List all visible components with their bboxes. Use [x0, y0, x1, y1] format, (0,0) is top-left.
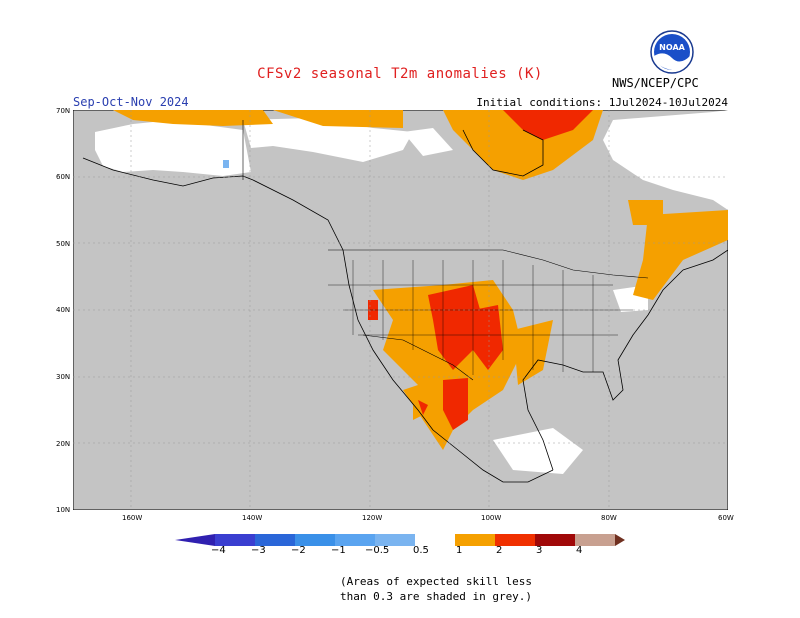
hudson-red — [503, 110, 593, 140]
quebec-orange — [633, 210, 728, 300]
colorbar-label: 4 — [576, 545, 583, 556]
lat-label-20n: 20N — [56, 440, 71, 448]
central-canada-white — [403, 128, 453, 156]
southwest-red-2 — [473, 305, 503, 370]
lat-label-50n: 50N — [56, 240, 71, 248]
hudson-bay — [462, 129, 544, 177]
colorbar-label: −4 — [211, 545, 226, 556]
noaa-logo: NOAA — [650, 30, 694, 74]
noaa-logo-text: NOAA — [659, 43, 685, 52]
skill-footnote: (Areas of expected skill less than 0.3 a… — [340, 574, 560, 604]
footnote-line-2: than 0.3 are shaded in grey.) — [340, 590, 533, 603]
pacific-coast — [252, 179, 554, 483]
colorbar-label: −0.5 — [365, 545, 390, 556]
southwest-red-1 — [428, 285, 483, 370]
colorbar-label: −2 — [291, 545, 306, 556]
greenland-white — [603, 110, 728, 210]
mexico-orange — [403, 380, 453, 450]
political-borders — [242, 120, 649, 381]
colorbar-label: 0.5 — [413, 545, 429, 556]
colorbar-swatch — [575, 534, 615, 546]
lon-label-120w: 120W — [362, 514, 383, 522]
colorbar-swatch — [495, 534, 535, 546]
lon-label-60w: 60W — [718, 514, 734, 522]
lon-label-160w: 160W — [122, 514, 143, 522]
colorbar-arrow-right — [615, 534, 625, 546]
mexico-red — [443, 378, 468, 430]
colorbar-swatch — [215, 534, 255, 546]
alaska-white — [95, 120, 251, 176]
colorbar-label: −3 — [251, 545, 266, 556]
baja-red — [418, 400, 428, 415]
colorbar-label: 3 — [536, 545, 543, 556]
colorbar-label: 1 — [456, 545, 463, 556]
north-alaska-orange — [113, 110, 273, 126]
colorbar-swatch — [255, 534, 295, 546]
caribbean-white — [493, 428, 583, 474]
graticule — [73, 110, 728, 510]
lat-label-10n: 10N — [56, 506, 71, 514]
agency-label: NWS/NCEP/CPC — [612, 76, 699, 90]
lon-label-100w: 100W — [481, 514, 502, 522]
lat-label-30n: 30N — [56, 373, 71, 381]
footnote-line-1: (Areas of expected skill less — [340, 575, 533, 588]
gulf-coast — [522, 269, 684, 471]
colorbar-swatch — [295, 534, 335, 546]
lat-label-60n: 60N — [56, 173, 71, 181]
lon-label-80w: 80W — [601, 514, 617, 522]
anomaly-map — [73, 110, 728, 510]
lat-label-70n: 70N — [56, 107, 71, 115]
us-canada-border — [328, 249, 649, 279]
colorbar-label: 2 — [496, 545, 503, 556]
colorbar-swatch — [375, 534, 415, 546]
season-label: Sep-Oct-Nov 2024 — [73, 95, 189, 109]
colorbar-arrow-left — [175, 534, 215, 546]
colorbar-label: −1 — [331, 545, 346, 556]
initial-conditions-label: Initial conditions: 1Jul2024-10Jul2024 — [476, 96, 728, 109]
colorbar-swatch — [415, 534, 455, 546]
colorbar-swatch — [455, 534, 495, 546]
negative-anomaly-cells — [223, 160, 229, 168]
lon-label-140w: 140W — [242, 514, 263, 522]
colorbar — [175, 534, 625, 546]
colorbar-swatch — [535, 534, 575, 546]
us-mexico-border — [362, 334, 474, 381]
atlantic-canada-coast — [682, 249, 728, 271]
colorbar-swatch — [335, 534, 375, 546]
chart-title: CFSv2 seasonal T2m anomalies (K) — [257, 66, 543, 82]
white-skill-areas — [95, 110, 728, 474]
north-canada-orange — [273, 110, 403, 128]
lat-label-40n: 40N — [56, 306, 71, 314]
yukon-white — [243, 118, 413, 162]
